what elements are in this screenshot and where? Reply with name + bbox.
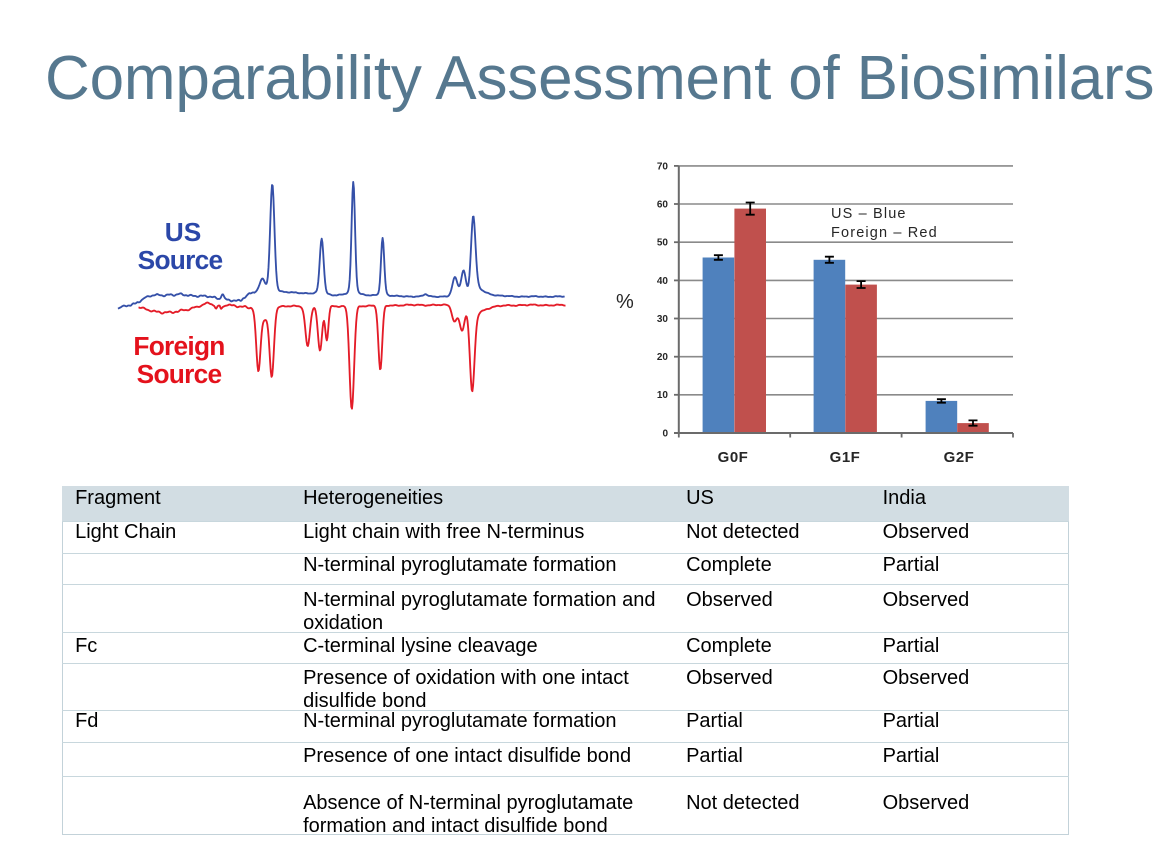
svg-text:50: 50 (657, 238, 669, 249)
svg-text:%: % (616, 291, 634, 313)
svg-text:Foreign – Red: Foreign – Red (831, 225, 938, 241)
svg-text:US – Blue: US – Blue (831, 206, 907, 222)
svg-text:60: 60 (657, 199, 669, 210)
svg-text:G1F: G1F (830, 449, 861, 466)
svg-text:30: 30 (657, 314, 669, 325)
svg-text:0: 0 (662, 428, 668, 439)
svg-text:40: 40 (657, 276, 669, 287)
svg-text:G0F: G0F (718, 449, 749, 466)
svg-text:G2F: G2F (944, 449, 975, 466)
svg-text:70: 70 (657, 161, 669, 172)
svg-text:20: 20 (657, 352, 669, 363)
svg-text:10: 10 (657, 390, 669, 401)
